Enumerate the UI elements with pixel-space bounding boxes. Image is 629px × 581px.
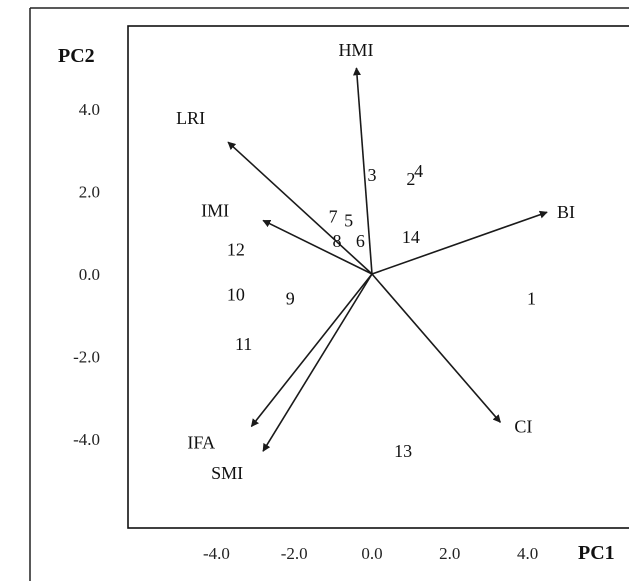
observation-label: 2 [406,169,415,189]
loading-arrow [250,273,373,428]
loading-label: BI [557,202,575,222]
x-tick-label: -2.0 [281,544,308,563]
loading-arrow [227,141,373,275]
x-tick-label: 4.0 [517,544,538,563]
x-axis-title: PC1 [578,542,615,564]
x-tick-label: 0.0 [361,544,382,563]
loading-arrow [262,273,373,452]
observation-label: 9 [286,289,295,309]
y-tick-label: 2.0 [79,183,100,202]
loading-label: IMI [201,200,229,220]
observation-label: 4 [414,161,423,181]
y-axis-title: PC2 [58,45,95,67]
loading-arrow [352,67,373,275]
observation-label: 6 [356,231,365,251]
observation-label: 10 [227,285,245,305]
observation-label: 1 [527,289,536,309]
loading-label: LRI [176,108,205,128]
y-tick-label: 0.0 [79,265,100,284]
observation-label: 14 [402,227,420,247]
x-tick-label: -4.0 [203,544,230,563]
observation-label: 11 [235,334,252,354]
loading-label: IFA [187,432,215,452]
loading-label: SMI [211,463,243,483]
observation-label: 12 [227,239,245,259]
observation-label: 8 [332,231,341,251]
y-tick-label: -2.0 [73,347,100,366]
loading-label: HMI [338,40,373,60]
loading-arrow [371,210,548,275]
loading-label: CI [514,416,532,436]
observation-label: 5 [344,210,353,230]
y-tick-label: -4.0 [73,430,100,449]
observation-label: 7 [329,206,338,226]
y-tick-label: 4.0 [79,100,100,119]
observation-label: 3 [368,165,377,185]
loading-arrow [262,219,373,275]
loading-arrow [371,273,501,423]
plot-frame [127,25,629,529]
x-tick-label: 2.0 [439,544,460,563]
observation-label: 13 [394,441,412,461]
